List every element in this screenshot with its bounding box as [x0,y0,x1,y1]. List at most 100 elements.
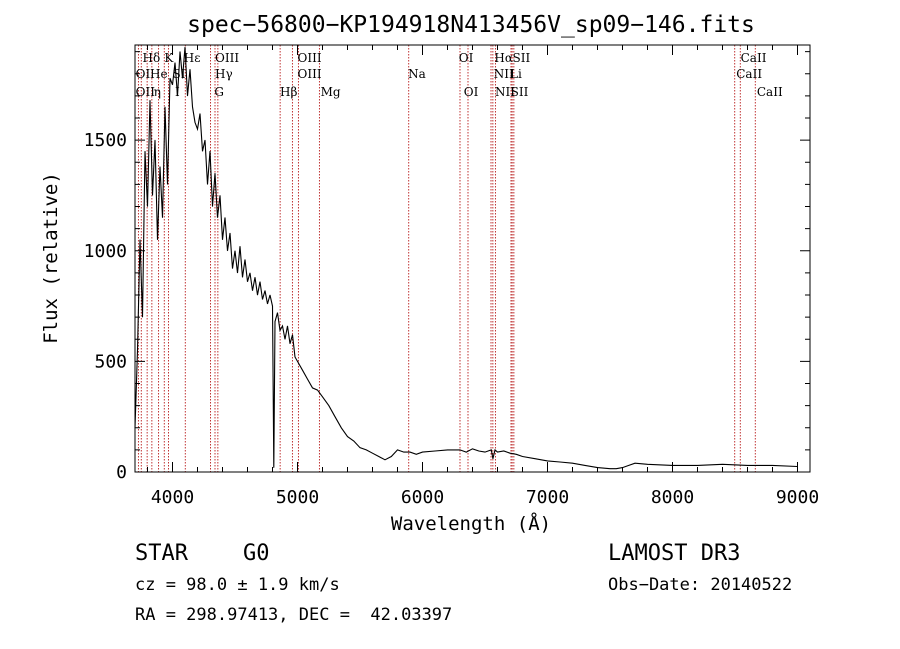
data-point [302,369,303,371]
x-axis-label: Wavelength (Å) [391,512,551,535]
data-point [162,217,163,218]
data-point [366,449,367,451]
data-point [149,100,151,101]
data-point [184,46,186,48]
data-point [497,451,498,453]
line-label-row3-1: η [154,85,161,99]
data-point [334,416,336,418]
data-point [289,343,291,345]
data-point [182,77,183,79]
spectral-line-markers [137,45,756,472]
data-point [194,122,196,123]
data-point [478,450,480,452]
object-class: STAR [135,541,189,566]
data-point [328,405,330,406]
data-point [584,465,586,466]
line-label-row1-3: OIII [215,51,239,65]
data-point [522,456,523,457]
data-point [616,468,617,470]
line-label-row3-4: Hβ [280,85,297,99]
line-label-row2-6: NII [494,67,514,81]
coordinates: RA = 298.97413, DEC = 42.03397 [135,605,452,625]
data-point [254,277,256,278]
data-point [244,259,246,260]
data-point [137,350,138,351]
line-label-row2-4: OIII [298,67,322,81]
object-subclass: G0 [243,541,270,566]
data-point [199,113,201,114]
data-point [282,325,283,327]
y-tick-label: 500 [94,351,127,372]
data-point [722,464,723,465]
data-point [174,62,176,63]
line-label-row1-7: SII [513,51,531,65]
data-point [378,456,380,457]
line-label-row1-5: OI [459,51,474,65]
data-point [229,232,231,234]
line-label-row3-3: G [214,85,224,99]
data-point [232,268,233,269]
data-point [269,294,271,296]
line-label-row1-2: Hε [184,51,201,65]
data-point [312,387,313,389]
data-point [353,440,355,442]
data-point [494,449,496,451]
axis-tick-labels: 4000 5000 6000 7000 8000 9000 0 500 1000 1500 [84,130,820,508]
line-label-row2-3: Hγ [215,67,233,81]
x-tick-label: 9000 [776,487,819,508]
data-point [322,396,323,398]
data-point [277,312,278,314]
line-label-row3-9: CaII [757,85,783,99]
data-point [177,95,178,97]
data-point [164,106,166,108]
data-point [219,195,221,196]
data-point [572,462,573,464]
line-label-row3-0: OII [136,85,156,99]
data-point [403,451,405,453]
data-point [347,436,348,437]
redshift-value: cz = 98.0 ± 1.9 km/s [135,575,340,595]
data-point [297,361,298,362]
data-point [142,316,143,318]
data-point [359,447,361,449]
data-point [547,460,548,462]
data-point [384,459,386,461]
data-point [267,303,268,305]
data-point [157,239,158,240]
line-label-row1-6: Hα [494,51,513,65]
data-point [307,378,308,380]
survey-name: LAMOST DR3 [608,541,740,566]
x-tick-label: 7000 [526,487,569,508]
data-point [459,449,461,451]
data-point [317,389,318,391]
line-label-row2-8: CaII [736,67,762,81]
y-tick-label: 0 [116,462,127,483]
data-point [169,77,171,79]
data-point [516,454,517,455]
data-point [447,449,448,451]
data-point [484,451,486,453]
data-point [172,84,173,86]
line-label-row2-0: OI [136,67,151,81]
data-point [239,246,241,247]
data-point [509,452,511,454]
data-point [492,458,494,460]
data-point [491,449,492,451]
data-point [187,95,188,97]
data-point [294,356,296,358]
data-point [189,69,191,70]
data-point [422,451,423,453]
series-group [134,46,798,470]
line-label-row2-5: Na [408,67,426,81]
data-point [147,206,148,207]
data-point [341,427,342,429]
data-point [284,339,286,340]
data-point [772,465,773,466]
data-point [197,128,198,130]
data-point [634,462,636,464]
data-point [212,206,213,207]
data-point [167,184,168,185]
line-label-row1-8: CaII [741,51,767,65]
data-point [222,239,223,240]
